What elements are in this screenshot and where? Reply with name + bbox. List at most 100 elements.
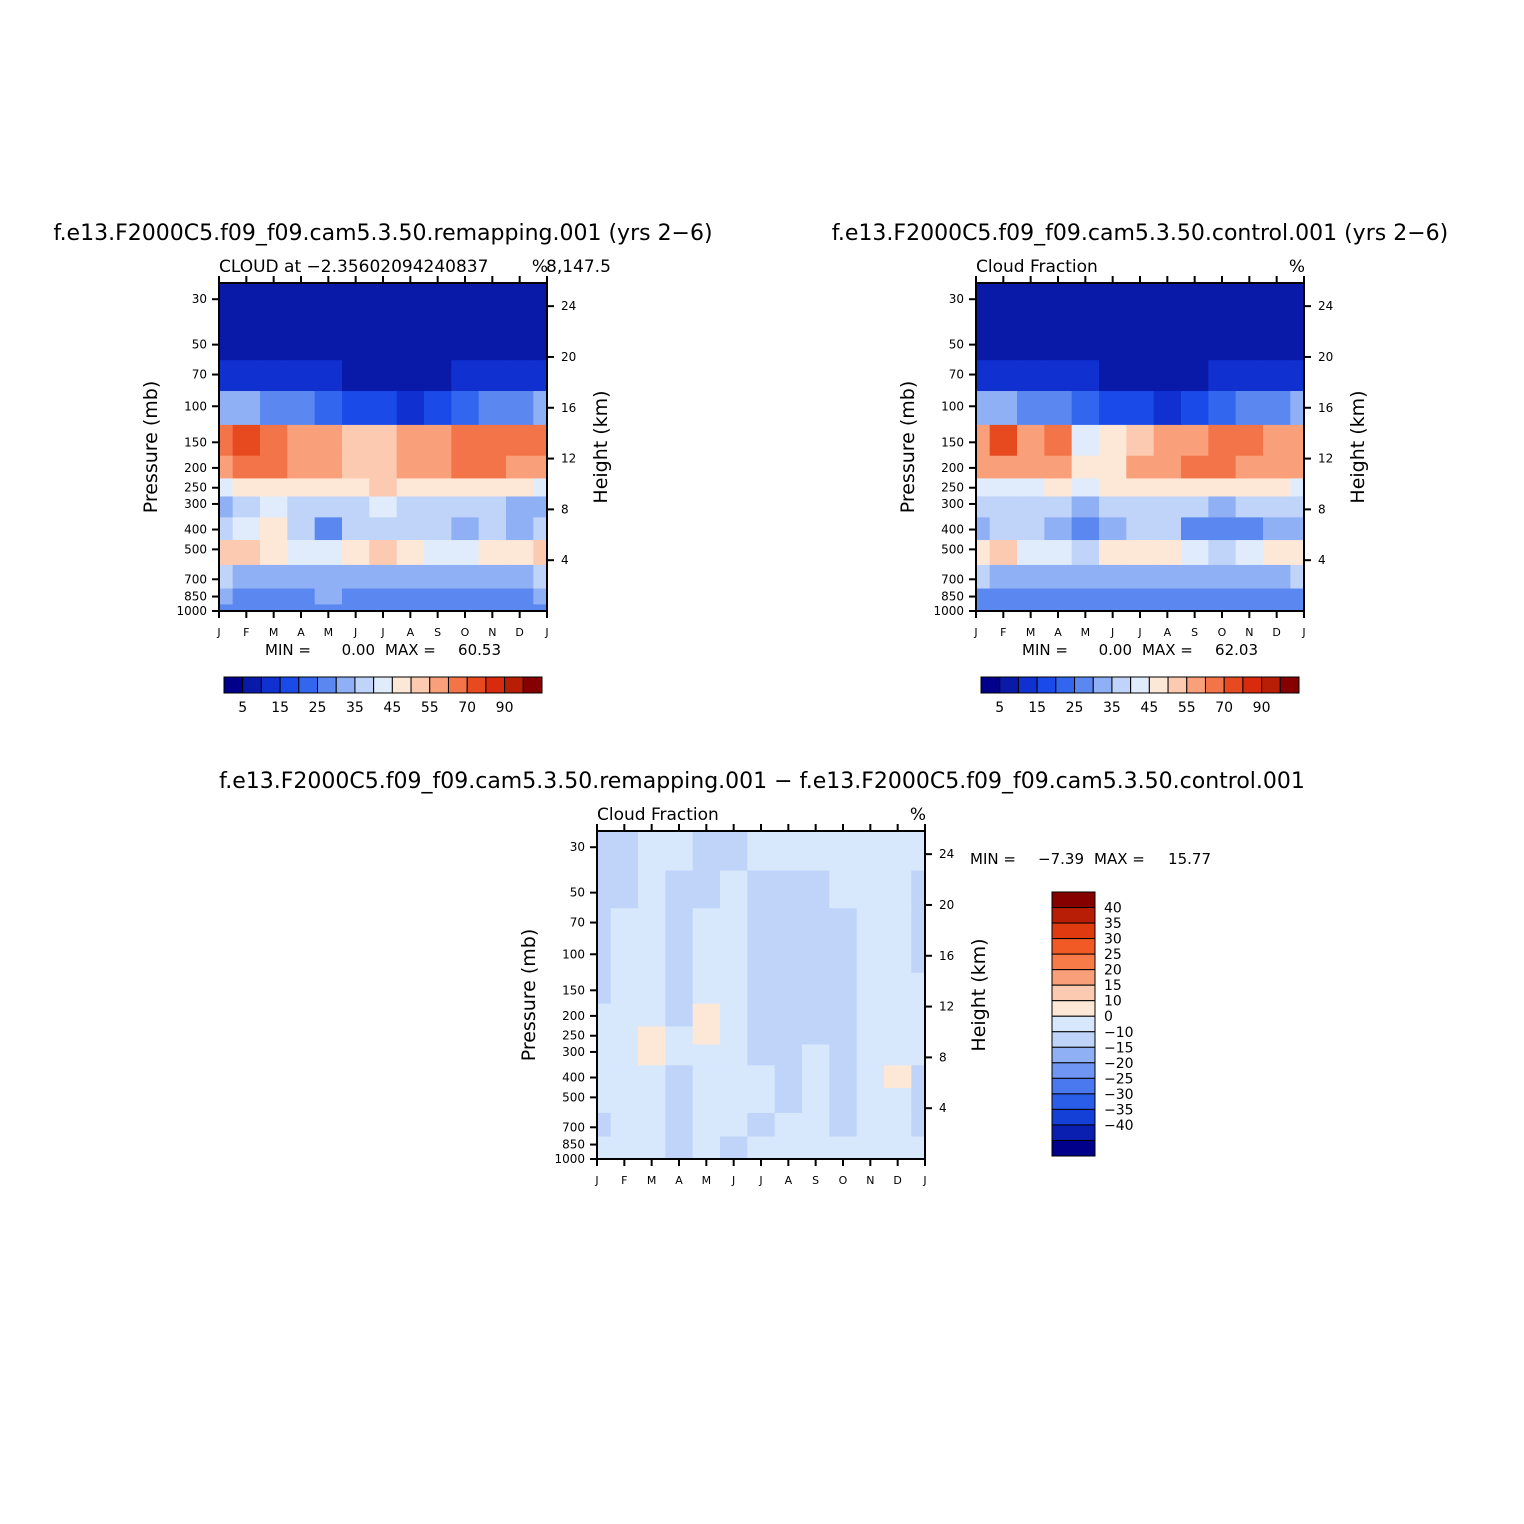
heatmap-cell <box>1263 564 1291 589</box>
x-tick-label: J <box>380 626 384 639</box>
heatmap-cell <box>533 603 548 612</box>
heatmap-cell <box>1290 564 1305 589</box>
heatmap-cell <box>260 477 288 497</box>
heatmap-cell <box>856 831 885 871</box>
heatmap-cell <box>506 424 534 456</box>
y2-tick-label: 12 <box>1318 452 1333 466</box>
heatmap-cell <box>1208 321 1237 361</box>
colorbar-swatch <box>1051 1093 1096 1110</box>
heatmap-cell <box>1290 587 1305 605</box>
heatmap-cell <box>638 1135 666 1153</box>
heatmap-cell <box>506 359 534 392</box>
heatmap-cell <box>884 1135 912 1153</box>
colorbar-swatch <box>317 676 337 694</box>
y-tick-label: 50 <box>570 886 585 900</box>
panel-unit: % <box>1289 257 1305 277</box>
heatmap-cell <box>1044 390 1073 425</box>
heatmap-cell <box>747 1112 776 1137</box>
heatmap-cell <box>829 1112 858 1137</box>
heatmap-cell <box>597 1003 612 1027</box>
heatmap-cell <box>774 907 803 940</box>
heatmap-cell <box>533 587 548 605</box>
heatmap-cell <box>1290 424 1305 456</box>
heatmap-cell <box>1044 539 1073 565</box>
y-tick-label: 250 <box>184 481 207 495</box>
heatmap-cell <box>856 1151 885 1160</box>
heatmap-cell <box>720 907 748 940</box>
heatmap-cell <box>1017 390 1045 425</box>
x-tick-label: M <box>269 626 279 639</box>
heatmap-cell <box>1181 477 1209 497</box>
heatmap-cell <box>1290 603 1305 612</box>
heatmap-cell <box>396 477 425 497</box>
heatmap-cell <box>856 1087 885 1113</box>
heatmap-cell <box>451 424 480 456</box>
heatmap-cell <box>747 1064 776 1089</box>
heatmap-cell <box>1099 587 1127 605</box>
heatmap-cell <box>1290 283 1305 323</box>
heatmap-cell <box>342 477 370 497</box>
y2-tick-label: 8 <box>1318 502 1326 516</box>
heatmap-cell <box>692 1003 721 1027</box>
heatmap-cell <box>1099 424 1127 456</box>
heatmap-cell <box>314 477 343 497</box>
colorbar-label: 40 <box>1104 901 1122 917</box>
x-tick-label: D <box>893 1174 901 1187</box>
y2-tick-label: 24 <box>561 299 576 313</box>
heatmap-cell <box>1208 564 1237 589</box>
colorbar-swatch <box>485 676 506 694</box>
x-tick-label: M <box>647 1174 657 1187</box>
colorbar-swatch <box>1111 676 1132 694</box>
colorbar-label: −10 <box>1104 1025 1134 1041</box>
heatmap-cell <box>219 390 234 425</box>
heatmap-cell <box>1208 516 1237 541</box>
colorbar-swatch <box>1051 969 1096 986</box>
y2-tick-label: 20 <box>561 350 576 364</box>
x-tick-label: M <box>702 1174 712 1187</box>
heatmap-cell <box>1099 564 1127 589</box>
colorbar-label: 45 <box>1140 700 1158 716</box>
colorbar-swatch <box>1055 676 1076 694</box>
heatmap-cell <box>342 495 370 518</box>
plot-area: J F M A M J J A S O N D J 30 50 70 100 150 200 250 300 400 500… <box>518 824 990 1187</box>
heatmap-cell <box>1181 495 1209 518</box>
heatmap-cell <box>451 477 480 497</box>
heatmap-cell <box>638 907 666 940</box>
heatmap-cell <box>1071 477 1100 497</box>
heatmap-cell <box>692 1112 721 1137</box>
heatmap-cell <box>802 1112 830 1137</box>
heatmap-cell <box>829 1064 858 1089</box>
x-tick-label: A <box>785 1174 793 1187</box>
heatmap-cell <box>506 390 534 425</box>
heatmap-cell <box>1290 390 1305 425</box>
y-tick-label: 1000 <box>176 604 207 618</box>
heatmap-cell <box>989 539 1018 565</box>
heatmap-cell <box>1153 359 1182 392</box>
heatmap-cell <box>451 359 480 392</box>
heatmap-cell <box>976 564 991 589</box>
y-tick-label: 300 <box>562 1045 585 1059</box>
y-tick-label: 200 <box>941 461 964 475</box>
y2-axis-label: Height (km) <box>590 390 612 503</box>
x-tick-label: D <box>515 626 523 639</box>
heatmap-cell <box>989 283 1018 323</box>
heatmap-cell <box>396 390 425 425</box>
heatmap-cell <box>747 831 776 871</box>
heatmap-cell <box>1181 564 1209 589</box>
heatmap-cell <box>665 1112 694 1137</box>
heatmap-cell <box>1208 390 1237 425</box>
heatmap-cell <box>802 1135 830 1153</box>
colorbar-swatch <box>1051 938 1096 955</box>
heatmap-cell <box>1153 603 1182 612</box>
heatmap-cell <box>989 564 1018 589</box>
heatmap-cell <box>747 1135 776 1153</box>
heatmap-cell <box>802 1025 830 1045</box>
heatmap-cell <box>232 564 261 589</box>
heatmap-cell <box>369 455 398 479</box>
heatmap-cell <box>1126 283 1155 323</box>
heatmap-cell <box>1126 455 1155 479</box>
heatmap-cell <box>829 869 858 909</box>
y-tick-label: 200 <box>562 1009 585 1023</box>
heatmap-cell <box>424 359 452 392</box>
heatmap-cell <box>287 495 316 518</box>
